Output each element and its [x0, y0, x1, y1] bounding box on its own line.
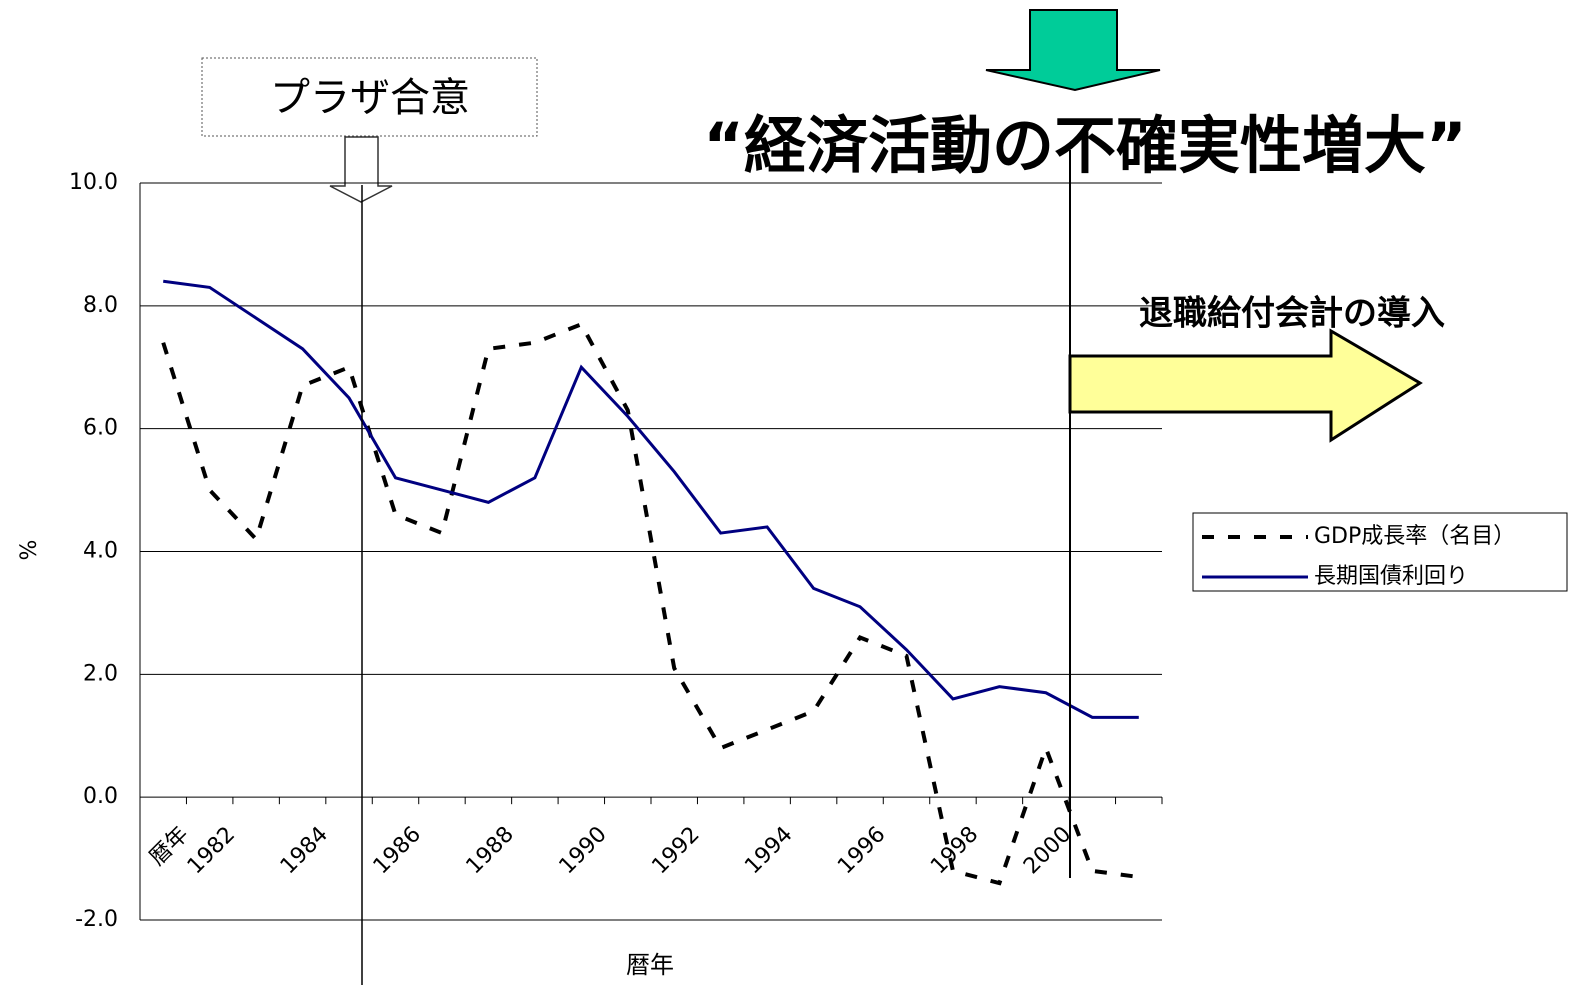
series-line [163, 279, 1139, 719]
x-tick-label: 1988 [462, 822, 519, 879]
arrow [985, 9, 1161, 92]
x-tick-label: 1986 [369, 822, 426, 879]
arrow [329, 136, 393, 203]
legend-label: GDP成長率（名目） [1314, 524, 1515, 549]
annotation: “経済活動の不確実性増大” [703, 109, 1467, 182]
x-tick-label: 1994 [740, 822, 797, 879]
x-axis-label: 暦年 [626, 951, 674, 979]
y-tick-label: 6.0 [83, 416, 118, 441]
y-tick-label: 2.0 [83, 661, 118, 686]
y-tick-label: 10.0 [69, 170, 118, 195]
annotation: 退職給付会計の導入 [1139, 294, 1445, 334]
annotation: プラザ合意 [270, 75, 470, 121]
y-tick-label: 0.0 [83, 784, 118, 809]
y-axis-label: % [17, 540, 42, 561]
x-tick-label: 1992 [647, 822, 704, 879]
x-tick-label: 1996 [833, 822, 890, 879]
x-tick-label: 1984 [276, 822, 333, 879]
x-tick-label: 1998 [926, 822, 983, 879]
legend-label: 長期国債利回り [1314, 564, 1468, 589]
y-tick-label: 8.0 [83, 293, 118, 318]
x-tick-label: 1990 [555, 822, 612, 879]
x-tick-label: 1982 [183, 822, 240, 879]
y-tick-label: -2.0 [75, 907, 118, 932]
arrow [1068, 328, 1423, 443]
series-line [161, 321, 1140, 886]
x-tick-label: 2000 [1019, 822, 1076, 879]
annotation-box [201, 57, 538, 137]
y-tick-label: 4.0 [83, 539, 118, 564]
